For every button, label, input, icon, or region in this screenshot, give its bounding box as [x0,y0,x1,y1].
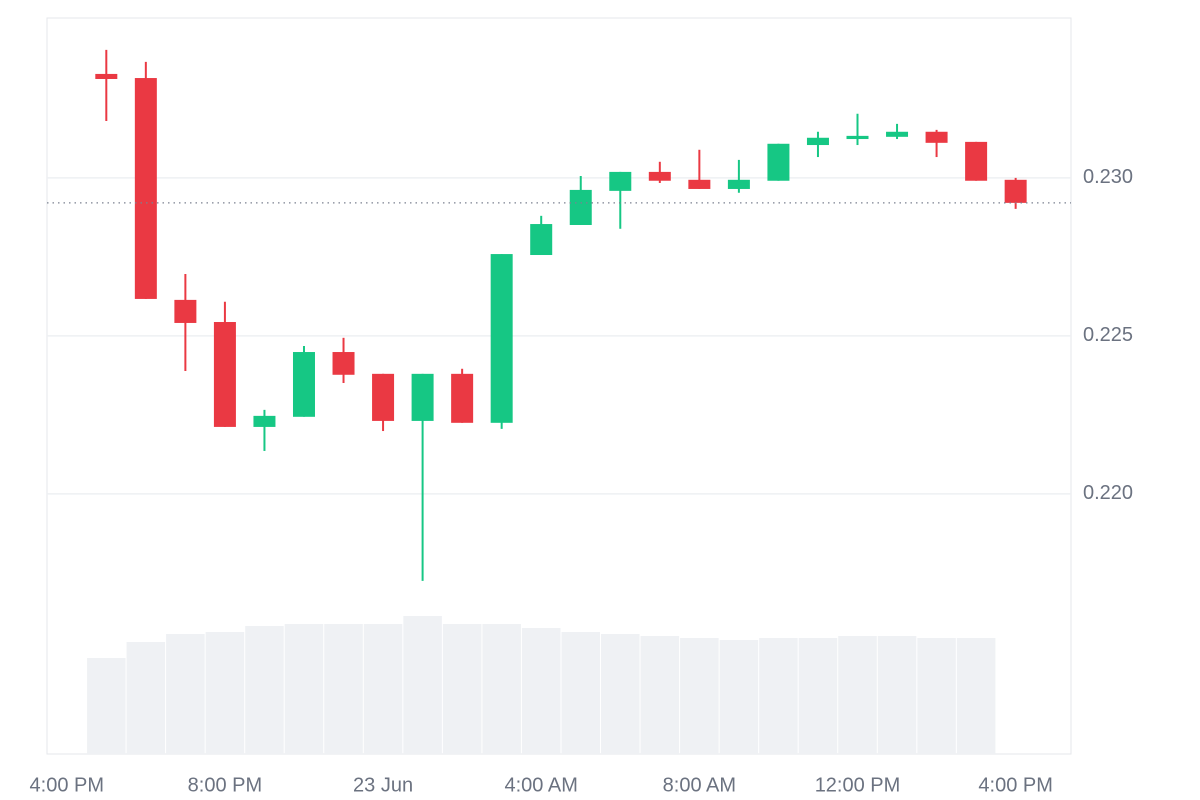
candle-body [253,415,276,427]
volume-bar [877,636,917,754]
volume-bar [482,624,521,754]
candle-body [806,137,829,146]
volume-bar [403,616,442,754]
candle-body [886,131,909,137]
y-tick-label: 0.225 [1083,324,1133,346]
candle-body [213,322,236,427]
candle-body [174,299,197,323]
volume-bar [601,634,640,754]
volume-bar [798,638,838,754]
x-tick-label: 8:00 PM [188,774,262,796]
x-tick-label: 8:00 AM [663,774,736,796]
candle-body [767,143,790,181]
candle-body [372,373,395,421]
x-tick-label: 23 Jun [353,774,413,796]
volume-bar [166,634,205,754]
volume-bar [245,626,284,754]
candle-body [95,73,118,79]
candle-body [688,179,711,189]
volume-bar [126,642,166,754]
candle-body [451,373,474,423]
volume-bar [838,636,877,754]
volume-bar [324,624,363,754]
candle-body [530,224,553,256]
x-tick-label: 4:00 PM [978,774,1052,796]
candle-body [925,131,948,143]
volume-bar [284,624,324,754]
volume-bar [759,638,798,754]
volume-bar [917,638,956,754]
x-tick-label: 4:00 PM [30,774,104,796]
candle-body [134,78,157,299]
candle-body [648,171,671,181]
candle-body [727,179,750,189]
candle-body [292,352,315,417]
y-tick-label: 0.230 [1083,166,1133,188]
volume-bar [363,624,403,754]
volume-bar [561,632,601,754]
candle-body [569,189,592,225]
volume-bar [205,632,245,754]
candle-body [332,352,355,375]
volume-bar [719,640,759,754]
candle-body [490,254,513,423]
x-tick-label: 12:00 PM [815,774,901,796]
candle-body [411,373,434,421]
volume-bar [956,638,996,754]
candle-body [1004,179,1027,203]
volume-bar [680,638,719,754]
candle-body [609,171,632,191]
candle-body [965,141,988,181]
x-tick-label: 4:00 AM [505,774,578,796]
volume-bar [87,658,126,754]
volume-bar [640,636,680,754]
volume-bar [442,624,482,754]
volume-bar [521,628,561,754]
y-tick-label: 0.220 [1083,482,1133,504]
candle-body [846,135,869,140]
